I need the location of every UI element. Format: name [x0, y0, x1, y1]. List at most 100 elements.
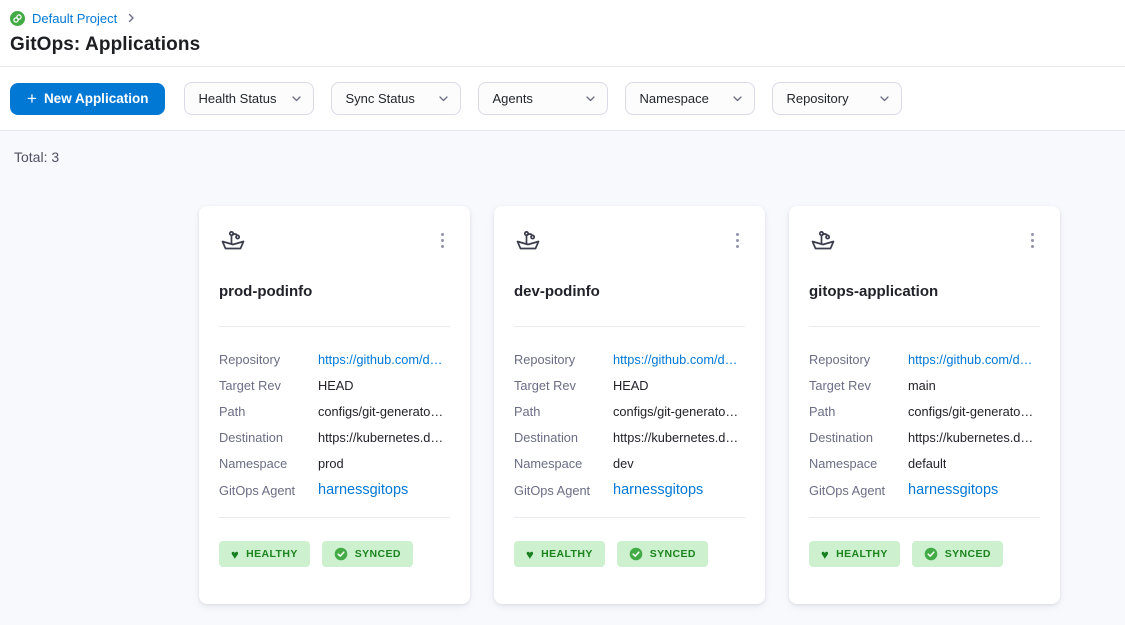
heart-icon: ♥ [526, 546, 535, 562]
field-value: dev [613, 455, 634, 471]
sync-status-label: SYNCED [944, 548, 991, 560]
applications-list-area: Total: 3 prod-podin [0, 131, 1125, 625]
application-card-prod-podinfo[interactable]: prod-podinfo Repository https://github.c… [199, 206, 470, 604]
application-cards: prod-podinfo Repository https://github.c… [199, 206, 1111, 604]
field-target-rev: Target Rev HEAD [219, 372, 450, 398]
field-value: https://kubernetes.d… [613, 429, 739, 445]
filter-health-status[interactable]: Health Status [184, 82, 315, 115]
field-target-rev: Target Rev HEAD [514, 372, 745, 398]
repository-link[interactable]: https://github.com/d… [318, 351, 443, 367]
field-value: https://kubernetes.d… [908, 429, 1034, 445]
page-title: GitOps: Applications [10, 34, 201, 55]
field-value: default [908, 455, 947, 471]
field-namespace: Namespace dev [514, 450, 745, 476]
card-menu-kebab-icon[interactable] [730, 229, 745, 252]
field-label: GitOps Agent [219, 482, 296, 498]
repository-link[interactable]: https://github.com/d… [613, 351, 738, 367]
breadcrumb: Default Project [10, 9, 1115, 27]
filter-namespace[interactable]: Namespace [625, 82, 756, 115]
card-header [219, 226, 450, 256]
divider [219, 326, 450, 327]
health-status-badge: ♥ HEALTHY [219, 541, 310, 567]
field-value: configs/git-generato… [613, 403, 739, 419]
check-circle-icon [629, 547, 643, 561]
filter-agents[interactable]: Agents [478, 82, 609, 115]
chevron-down-icon [438, 93, 449, 104]
card-menu-kebab-icon[interactable] [435, 229, 450, 252]
health-status-label: HEALTHY [246, 548, 298, 560]
filter-agents-label: Agents [492, 91, 533, 106]
chevron-right-icon [126, 13, 136, 23]
field-value: HEAD [318, 377, 354, 393]
filter-sync-status[interactable]: Sync Status [331, 82, 462, 115]
chevron-down-icon [879, 93, 890, 104]
field-value: HEAD [613, 377, 649, 393]
field-label: Namespace [219, 455, 288, 471]
chevron-down-icon [585, 93, 596, 104]
filter-namespace-label: Namespace [639, 91, 709, 106]
field-gitops-agent: GitOps Agent harnessgitops [809, 476, 1040, 504]
application-card-dev-podinfo[interactable]: dev-podinfo Repository https://github.co… [494, 206, 765, 604]
application-name: dev-podinfo [514, 283, 600, 300]
card-fields: Repository https://github.com/d… Target … [219, 346, 450, 504]
field-label: Repository [514, 351, 576, 367]
field-value: main [908, 377, 936, 393]
chevron-down-icon [291, 93, 302, 104]
field-repository: Repository https://github.com/d… [514, 346, 745, 372]
health-status-label: HEALTHY [541, 548, 593, 560]
filter-repository[interactable]: Repository [772, 82, 903, 115]
field-value: prod [318, 455, 344, 471]
filter-bar: Health Status Sync Status Agents Namespa… [184, 82, 903, 115]
field-label: Destination [219, 429, 284, 445]
new-application-button[interactable]: + New Application [10, 82, 166, 115]
divider [514, 326, 745, 327]
field-destination: Destination https://kubernetes.d… [514, 424, 745, 450]
field-gitops-agent: GitOps Agent harnessgitops [514, 476, 745, 504]
field-path: Path configs/git-generato… [219, 398, 450, 424]
plus-icon: + [27, 88, 37, 108]
repository-link[interactable]: https://github.com/d… [908, 351, 1033, 367]
field-label: Target Rev [219, 377, 281, 393]
card-fields: Repository https://github.com/d… Target … [809, 346, 1040, 504]
field-repository: Repository https://github.com/d… [809, 346, 1040, 372]
field-label: Path [514, 403, 541, 419]
project-icon [10, 10, 25, 26]
divider [809, 517, 1040, 518]
field-label: Destination [514, 429, 579, 445]
status-badges: ♥ HEALTHY SYNCED [514, 541, 745, 567]
gitops-app-icon [514, 226, 542, 254]
breadcrumb-project-link[interactable]: Default Project [32, 10, 118, 26]
card-header [809, 226, 1040, 256]
page-header: Default Project GitOps: Applications [0, 0, 1125, 67]
application-card-gitops-application[interactable]: gitops-application Repository https://gi… [789, 206, 1060, 604]
sync-status-badge: SYNCED [911, 541, 1003, 567]
card-fields: Repository https://github.com/d… Target … [514, 346, 745, 504]
field-target-rev: Target Rev main [809, 372, 1040, 398]
field-label: Path [219, 403, 246, 419]
status-badges: ♥ HEALTHY SYNCED [809, 541, 1040, 567]
field-destination: Destination https://kubernetes.d… [219, 424, 450, 450]
gitops-agent-link[interactable]: harnessgitops [613, 482, 704, 498]
heart-icon: ♥ [821, 546, 830, 562]
divider [514, 517, 745, 518]
field-label: Target Rev [514, 377, 576, 393]
gitops-agent-link[interactable]: harnessgitops [908, 482, 999, 498]
sync-status-label: SYNCED [354, 548, 401, 560]
sync-status-label: SYNCED [649, 548, 696, 560]
new-application-label: New Application [43, 91, 149, 106]
field-path: Path configs/git-generato… [514, 398, 745, 424]
toolbar: + New Application Health Status Sync Sta… [0, 67, 1125, 131]
card-menu-kebab-icon[interactable] [1025, 229, 1040, 252]
field-label: Repository [809, 351, 871, 367]
health-status-label: HEALTHY [836, 548, 888, 560]
sync-status-badge: SYNCED [616, 541, 708, 567]
application-name: prod-podinfo [219, 283, 313, 300]
field-label: GitOps Agent [514, 482, 591, 498]
gitops-agent-link[interactable]: harnessgitops [318, 482, 409, 498]
total-count: Total: 3 [14, 149, 60, 165]
gitops-app-icon [219, 226, 247, 254]
field-path: Path configs/git-generato… [809, 398, 1040, 424]
filter-health-status-label: Health Status [198, 91, 277, 106]
field-destination: Destination https://kubernetes.d… [809, 424, 1040, 450]
